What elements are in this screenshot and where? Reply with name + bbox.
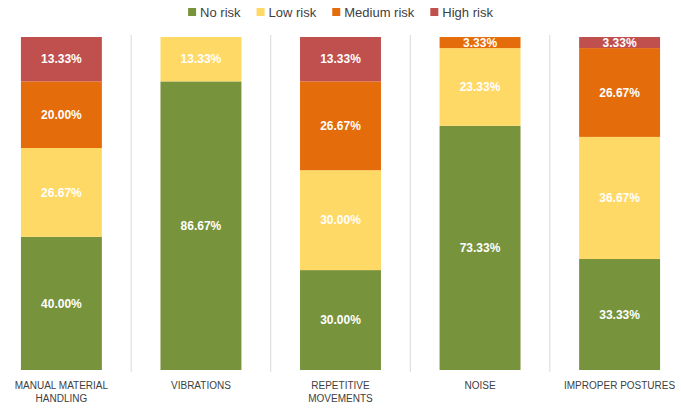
- chart: 40.00% 86.67% 30.00% 73.33% 33.33% 26.67% 13.3…: [0, 0, 681, 413]
- bar-segment: [21, 148, 102, 237]
- data-label: 23.33%: [460, 80, 501, 94]
- category-label: IMPROPER POSTURES: [564, 380, 675, 391]
- data-label: 13.33%: [320, 52, 361, 66]
- data-label: 13.33%: [181, 52, 222, 66]
- data-label: 73.33%: [460, 241, 501, 255]
- category-label: REPETITIVEMOVEMENTS: [308, 380, 373, 404]
- data-label: 20.00%: [41, 108, 82, 122]
- separator: [549, 35, 550, 372]
- legend-label: No risk: [200, 5, 241, 20]
- legend-label: Medium risk: [344, 5, 415, 20]
- data-label: 26.67%: [320, 119, 361, 133]
- bar-segment: [160, 81, 241, 370]
- bar-segment: [160, 37, 241, 81]
- separator: [131, 35, 132, 372]
- bar-segment: [21, 81, 102, 148]
- category-label: NOISE: [464, 380, 495, 391]
- bar-segment: [579, 259, 660, 370]
- bar-segment: [21, 237, 102, 370]
- x-axis: MANUAL MATERIALHANDLING VIBRATIONS REPETIT…: [15, 380, 676, 404]
- legend-swatch: [430, 8, 438, 16]
- data-label: 3.33%: [603, 36, 637, 50]
- data-label: 30.00%: [320, 313, 361, 327]
- bar-segment: [579, 48, 660, 137]
- bar-segment: [579, 137, 660, 259]
- legend-item: High risk: [430, 5, 493, 20]
- data-label: 26.67%: [41, 186, 82, 200]
- data-label: 13.33%: [41, 52, 82, 66]
- legend-label: High risk: [442, 5, 493, 20]
- legend: No risk Low risk Medium risk High risk: [188, 5, 493, 20]
- bar-segment: [440, 126, 521, 370]
- legend-swatch: [332, 8, 340, 16]
- legend-swatch: [257, 8, 265, 16]
- bar-segment: [300, 270, 381, 370]
- data-labels: 40.00% 86.67% 30.00% 73.33% 33.33% 26.67% 13.3…: [41, 36, 640, 328]
- separator: [270, 35, 271, 372]
- bar-segment: [300, 170, 381, 270]
- data-label: 26.67%: [599, 86, 640, 100]
- legend-swatch: [188, 8, 196, 16]
- legend-item: Medium risk: [332, 5, 415, 20]
- data-label: 30.00%: [320, 213, 361, 227]
- category-label: VIBRATIONS: [171, 380, 231, 391]
- data-label: 36.67%: [599, 191, 640, 205]
- legend-item: Low risk: [257, 5, 317, 20]
- bar-segment: [21, 37, 102, 81]
- legend-item: No risk: [188, 5, 241, 20]
- category-label: MANUAL MATERIALHANDLING: [15, 380, 109, 404]
- bar-segment: [300, 81, 381, 170]
- bar-segment: [440, 48, 521, 126]
- bars: [21, 37, 660, 370]
- legend-label: Low risk: [269, 5, 317, 20]
- separator: [410, 35, 411, 372]
- bar-segment: [300, 37, 381, 81]
- separators: [131, 35, 550, 372]
- data-label: 33.33%: [599, 308, 640, 322]
- data-label: 40.00%: [41, 297, 82, 311]
- data-label: 86.67%: [181, 219, 222, 233]
- data-label: 3.33%: [463, 36, 497, 50]
